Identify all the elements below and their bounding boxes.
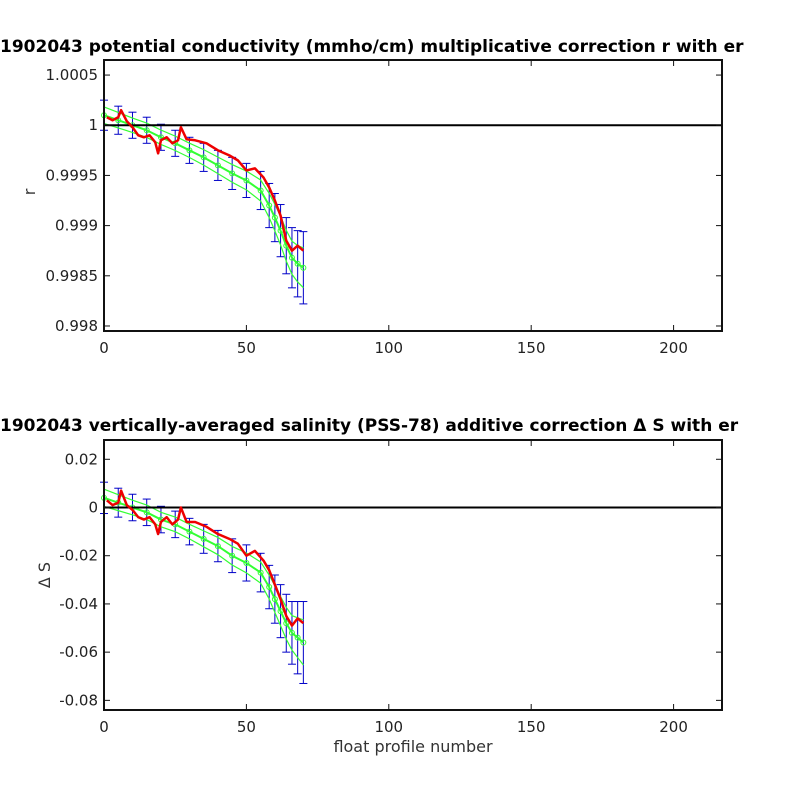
x-tick-label: 50: [237, 718, 256, 736]
y-axis-label-bottom: Δ S: [35, 562, 54, 588]
fit-point: [243, 177, 250, 184]
x-tick-label: 50: [237, 339, 256, 357]
fit-upper-line: [103, 488, 304, 621]
x-tick-label: 0: [99, 718, 109, 736]
x-tick-label: 150: [517, 718, 546, 736]
x-tick-label: 150: [517, 339, 546, 357]
x-tick-label: 200: [659, 718, 688, 736]
chart-title-top: 1902043 potential conductivity (mmho/cm)…: [0, 37, 744, 57]
fit-point: [229, 552, 236, 559]
fit-line: [103, 114, 304, 269]
fit-point: [271, 596, 278, 603]
fit-point: [186, 147, 193, 154]
fit-line: [103, 496, 305, 644]
x-tick-label: 100: [374, 718, 403, 736]
plot-area-top: 0 50 100 150 200 0.998 0.9985 0.999 0.9995 1 1.000…: [46, 59, 723, 357]
y-tick-label: 0.9995: [46, 166, 99, 184]
axes-frame: [103, 439, 723, 711]
fit-point: [257, 187, 264, 194]
y-axis-label-top: r: [20, 188, 39, 195]
fit-point: [200, 154, 207, 161]
x-axis-label-bottom: float profile number: [333, 737, 493, 756]
x-tick-label: 100: [374, 339, 403, 357]
x-tick-label: 0: [99, 339, 109, 357]
y-tick-label: -0.02: [59, 547, 98, 565]
chart-title-bottom: 1902043 vertically-averaged salinity (PS…: [0, 416, 739, 436]
fit-point: [266, 202, 273, 209]
fit-point: [294, 634, 301, 641]
fit-point: [214, 162, 221, 169]
fit-point: [300, 639, 307, 646]
y-tick-label: 0: [88, 499, 98, 517]
y-tick-label: 0.02: [65, 450, 98, 468]
y-tick-label: -0.04: [59, 595, 98, 613]
fit-point: [200, 535, 207, 542]
correction-line: [106, 489, 305, 627]
fit-point: [288, 254, 295, 261]
y-tick-label: -0.08: [59, 691, 98, 709]
fit-point: [283, 620, 290, 627]
correction-line: [106, 108, 305, 252]
fit-point: [288, 629, 295, 636]
fit-point: [143, 127, 150, 134]
y-tick-label: 0.9985: [46, 267, 99, 285]
x-tick-label: 200: [659, 339, 688, 357]
fit-point: [294, 260, 301, 267]
fit-point: [300, 264, 307, 271]
fit-point: [229, 170, 236, 177]
y-tick-label: 1.0005: [46, 66, 99, 84]
y-tick-label: -0.06: [59, 643, 98, 661]
fit-point: [277, 608, 284, 615]
fit-point: [186, 528, 193, 535]
fit-point: [143, 509, 150, 516]
y-tick-label: 0.999: [55, 217, 98, 235]
y-tick-label: 1: [88, 116, 98, 134]
fit-point: [271, 214, 278, 221]
y-tick-label: 0.998: [55, 317, 98, 335]
plot-area-bottom: 0 50 100 150 200 -0.08 -0.06 -0.04 -0.02 0 0.02: [59, 439, 723, 736]
fit-point: [266, 584, 273, 591]
fit-point: [243, 559, 250, 566]
fit-point: [257, 569, 264, 576]
fit-upper-line: [103, 106, 304, 249]
fit-point: [214, 543, 221, 550]
axes-frame: [103, 59, 723, 332]
